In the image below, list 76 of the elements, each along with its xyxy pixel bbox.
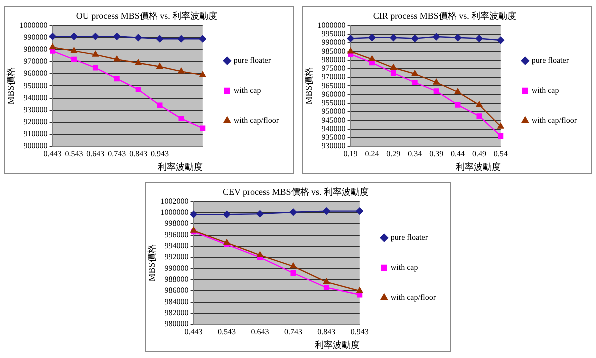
y-axis-title: MBS價格 [146, 244, 157, 282]
y-tick-label: 982000 [164, 308, 189, 318]
y-tick-label: 950000 [24, 81, 48, 90]
x-axis-title: 利率波動度 [314, 340, 360, 350]
y-tick-label: 984000 [164, 297, 189, 306]
y-tick-label: 900000 [24, 142, 48, 151]
y-tick-label: 990000 [24, 32, 48, 42]
y-tick-label: 988000 [164, 275, 189, 284]
x-tick-label: 0.29 [386, 149, 401, 158]
y-tick-label: 990000 [322, 38, 346, 48]
y-tick-label: 960000 [322, 90, 346, 99]
y-tick-label: 940000 [24, 93, 48, 102]
y-axis-title: MBS價格 [6, 68, 16, 105]
legend-label: pure floater [390, 233, 428, 242]
x-tick-label: 0.743 [108, 149, 126, 158]
legend-label: with cap [532, 86, 560, 96]
x-tick-label: 0.49 [472, 149, 486, 158]
x-tick-label: 0.443 [184, 327, 203, 336]
y-tick-label: 1000000 [318, 20, 346, 30]
legend-label: pure floater [532, 56, 570, 66]
chart-title: CIR process MBS價格 vs. 利率波動度 [373, 10, 517, 21]
y-tick-label: 970000 [322, 72, 346, 82]
x-tick-label: 0.743 [284, 327, 302, 336]
y-tick-label: 985000 [322, 46, 346, 56]
x-tick-label: 0.24 [365, 149, 380, 158]
y-tick-label: 930000 [24, 105, 48, 114]
x-tick-label: 0.643 [86, 149, 105, 158]
y-tick-label: 935000 [322, 133, 346, 142]
y-tick-label: 930000 [322, 142, 346, 151]
legend-label: with cap [234, 86, 262, 96]
y-tick-label: 994000 [164, 242, 189, 251]
y-tick-label: 970000 [24, 57, 48, 66]
y-tick-label: 1000000 [20, 20, 48, 30]
y-tick-label: 945000 [322, 116, 346, 125]
legend-label: with cap/floor [390, 293, 436, 302]
legend-label: with cap [390, 263, 418, 272]
y-tick-label: 920000 [24, 118, 48, 127]
y-tick-label: 995000 [322, 30, 346, 39]
chart-title: OU process MBS價格 vs. 利率波動度 [76, 10, 218, 21]
x-tick-label: 0.19 [344, 149, 358, 158]
y-tick-label: 990000 [164, 264, 189, 273]
x-tick-label: 0.54 [494, 149, 508, 158]
y-tick-label: 980000 [322, 55, 346, 64]
y-tick-label: 996000 [164, 230, 189, 240]
y-tick-label: 955000 [322, 98, 346, 108]
x-tick-label: 0.34 [408, 149, 422, 158]
x-tick-label: 0.543 [65, 149, 84, 158]
y-tick-label: 986000 [164, 286, 189, 296]
x-axis-title: 利率波動度 [456, 162, 501, 172]
legend-label: pure floater [234, 56, 272, 66]
y-tick-label: 965000 [322, 81, 346, 90]
y-tick-label: 992000 [164, 252, 189, 262]
y-tick-label: 940000 [322, 124, 346, 134]
y-axis-title: MBS價格 [304, 68, 314, 105]
y-tick-label: 950000 [322, 107, 346, 116]
x-axis-title: 利率波動度 [158, 162, 203, 172]
x-tick-label: 0.443 [44, 149, 62, 158]
y-tick-label: 998000 [164, 219, 189, 228]
y-tick-label: 960000 [24, 69, 48, 78]
y-tick-label: 1002000 [160, 196, 189, 206]
x-tick-label: 0.843 [130, 149, 148, 158]
y-tick-label: 910000 [24, 130, 48, 139]
chart-title: CEV process MBS價格 vs. 利率波動度 [222, 186, 370, 197]
x-tick-label: 0.843 [318, 327, 336, 336]
x-tick-label: 0.943 [151, 149, 170, 158]
y-tick-label: 975000 [322, 64, 346, 74]
y-tick-label: 980000 [164, 320, 189, 329]
x-tick-label: 0.643 [251, 327, 270, 336]
x-tick-label: 0.943 [350, 327, 369, 336]
x-tick-label: 0.39 [430, 149, 444, 158]
x-tick-label: 0.543 [218, 327, 236, 336]
y-tick-label: 980000 [24, 45, 48, 54]
legend-label: with cap/floor [234, 116, 280, 126]
y-tick-label: 1000000 [160, 208, 189, 218]
legend-label: with cap/floor [532, 116, 578, 126]
x-tick-label: 0.44 [451, 149, 466, 158]
